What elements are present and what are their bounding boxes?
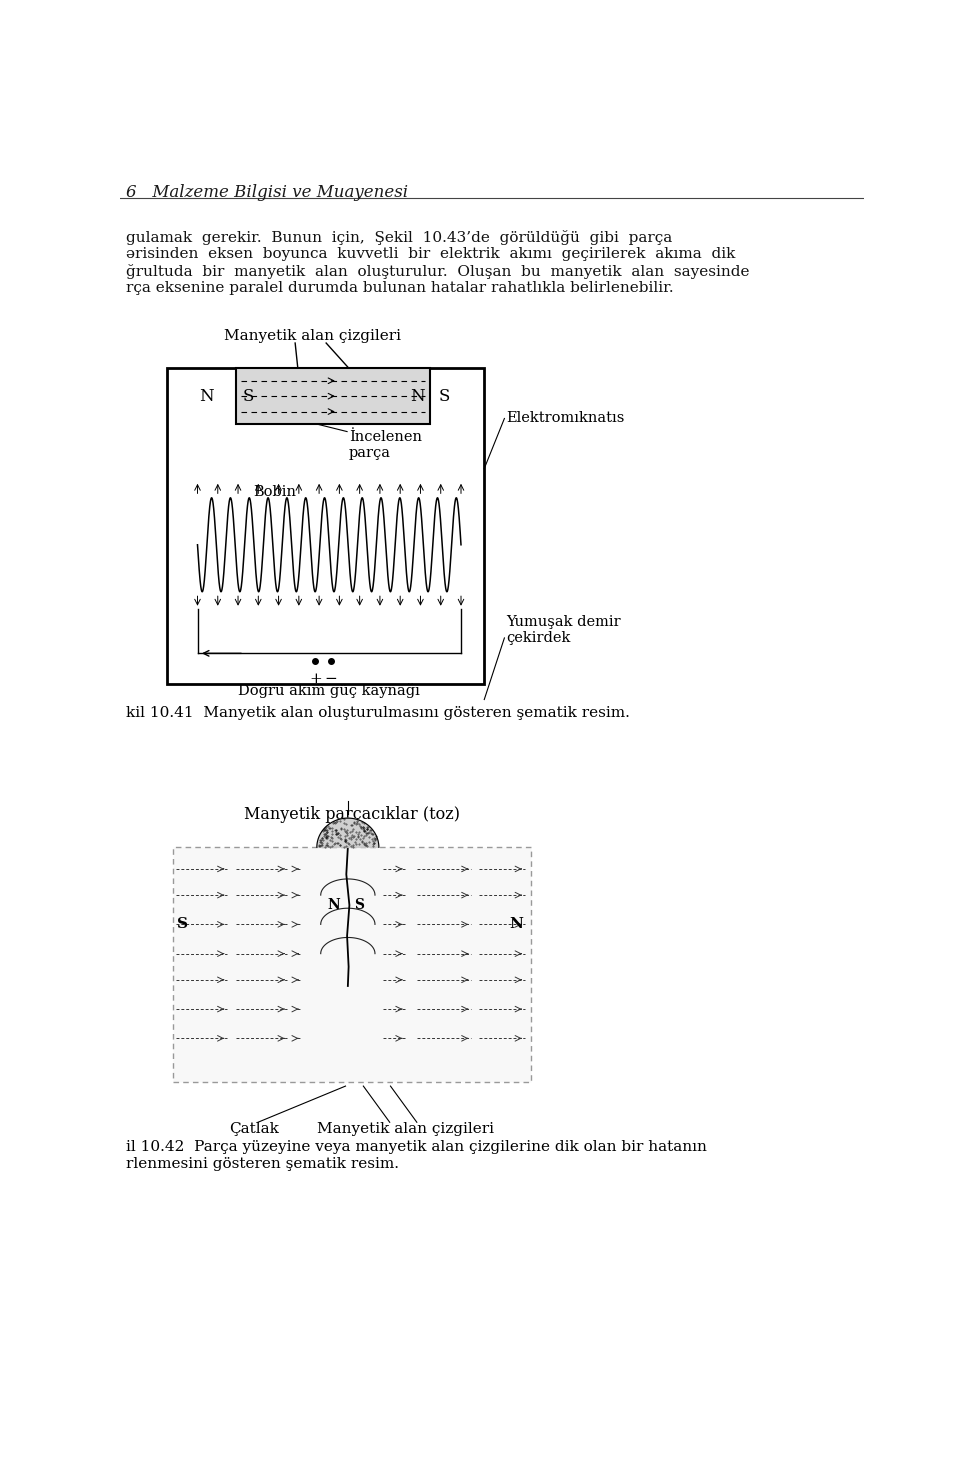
Text: ğrultuda  bir  manyetik  alan  oluşturulur.  Oluşan  bu  manyetik  alan  sayesin: ğrultuda bir manyetik alan oluşturulur. …: [126, 263, 750, 278]
Text: N: N: [410, 387, 425, 405]
Text: rça eksenine paralel durumda bulunan hatalar rahatlıkla belirlenebilir.: rça eksenine paralel durumda bulunan hat…: [126, 281, 674, 294]
Text: S: S: [353, 898, 364, 913]
Text: Elektromıknatıs: Elektromıknatıs: [506, 411, 624, 426]
Text: İncelenen
parça: İncelenen parça: [348, 430, 421, 460]
Text: il 10.42  Parça yüzeyine veya manyetik alan çizgilerine dik olan bir hatanın: il 10.42 Parça yüzeyine veya manyetik al…: [126, 1140, 708, 1154]
Text: Doğru akım güç kaynağı: Doğru akım güç kaynağı: [238, 683, 420, 698]
Text: +: +: [309, 671, 322, 686]
Text: gulamak  gerekir.  Bunun  için,  Şekil  10.43’de  görüldüğü  gibi  parça: gulamak gerekir. Bunun için, Şekil 10.43…: [126, 229, 672, 246]
Polygon shape: [317, 818, 379, 847]
Text: Manyetik parçacıklar (toz): Manyetik parçacıklar (toz): [244, 806, 460, 822]
Text: −: −: [324, 671, 337, 686]
Text: S: S: [243, 387, 254, 405]
Text: Bobin: Bobin: [253, 485, 297, 500]
Text: Çatlak: Çatlak: [229, 1123, 279, 1136]
Text: N: N: [200, 387, 214, 405]
Text: rlenmesini gösteren şematik resim.: rlenmesini gösteren şematik resim.: [126, 1157, 399, 1171]
Text: kil 10.41  Manyetik alan oluşturulmasını gösteren şematik resim.: kil 10.41 Manyetik alan oluşturulmasını …: [126, 705, 630, 720]
Text: S: S: [439, 387, 449, 405]
Text: Manyetik alan çizgileri: Manyetik alan çizgileri: [317, 1123, 493, 1136]
Bar: [236, 368, 430, 424]
Bar: [173, 847, 531, 1083]
Text: Yumuşak demir
çekirdek: Yumuşak demir çekirdek: [506, 615, 620, 645]
Text: S: S: [178, 917, 188, 932]
Text: N: N: [509, 917, 523, 932]
Bar: [166, 368, 484, 685]
Text: ərisinden  eksen  boyunca  kuvvetli  bir  elektrik  akımı  geçirilerek  akıma  d: ərisinden eksen boyunca kuvvetli bir ele…: [126, 247, 735, 260]
Text: 6   Malzeme Bilgisi ve Muayenesi: 6 Malzeme Bilgisi ve Muayenesi: [126, 183, 408, 201]
Text: Manyetik alan çizgileri: Manyetik alan çizgileri: [224, 328, 400, 343]
Text: N: N: [327, 898, 340, 913]
